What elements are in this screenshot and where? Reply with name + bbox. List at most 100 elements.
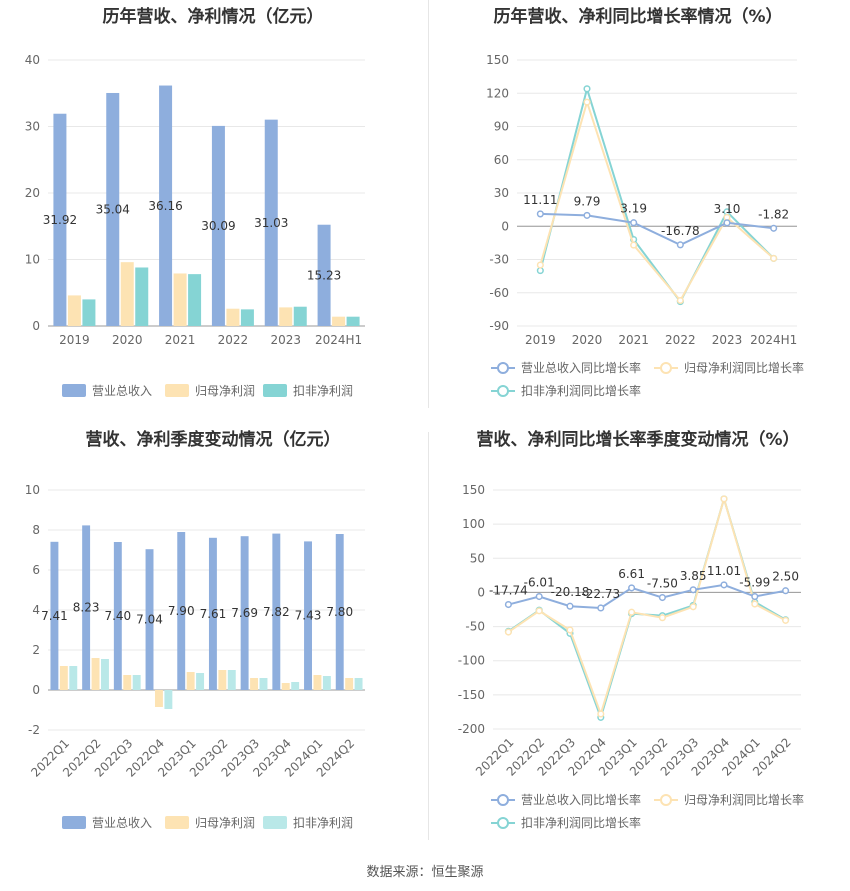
y-tick-label: 20 <box>25 186 40 200</box>
bar-归母净利润-2024Q1 <box>313 675 322 690</box>
bar-扣非净利润-2020 <box>135 267 149 326</box>
bar-营业总收入-2023Q3 <box>240 536 249 690</box>
bar-归母净利润-2022Q1 <box>59 666 68 690</box>
y-tick-label: -200 <box>458 722 485 736</box>
y-tick-label: 6 <box>32 563 40 577</box>
y-tick-label: -60 <box>489 286 509 300</box>
bar-扣非净利润-2023 <box>293 306 307 326</box>
data-label: 2.50 <box>772 570 799 584</box>
data-label: 35.04 <box>96 202 130 216</box>
point-营业总收入同比增长率-2024H1 <box>770 224 778 232</box>
data-source-note: 数据来源：恒生聚源 <box>366 865 484 880</box>
bar-营业总收入-2023Q2 <box>208 537 217 690</box>
x-tick-label: 2020 <box>572 333 603 347</box>
data-label: -6.01 <box>524 576 555 590</box>
chart-title: 历年营收、净利同比增长率情况（%） <box>493 6 782 27</box>
bar-归母净利润-2023Q2 <box>218 670 227 690</box>
bar-扣非净利润-2022 <box>240 309 254 326</box>
point-营业总收入同比增长率-2021 <box>630 219 638 227</box>
y-tick-label: 30 <box>25 120 40 134</box>
point-归母净利润同比增长率-2019 <box>536 261 544 269</box>
y-tick-label: -50 <box>465 620 485 634</box>
y-tick-label: 50 <box>470 551 485 565</box>
data-label: 15.23 <box>307 268 341 282</box>
bar-营业总收入-2024Q1 <box>304 541 312 690</box>
legend-label: 扣非净利润同比增长率 <box>521 383 641 398</box>
data-label: 7.82 <box>263 605 290 619</box>
chart-annual-revenue-profit: 历年营收、净利情况（亿元） 0 10 20 30 40 2019 2020 2021 2022 20… <box>0 0 425 410</box>
point-营业总收入同比增长率-2020 <box>583 211 591 219</box>
bar-扣非净利润-2022Q4 <box>164 690 173 709</box>
bar-营业总收入-2023Q4 <box>272 533 281 690</box>
chart-title: 营收、净利季度变动情况（亿元） <box>86 429 341 450</box>
point-归母净利润同比增长率-2022 <box>676 296 684 305</box>
y-tick-label: 30 <box>494 186 509 200</box>
y-tick-label: 10 <box>25 483 40 497</box>
point-营业总收入同比增长率-2023Q2 <box>658 594 666 602</box>
point-归母净利润同比增长率-2022Q1 <box>504 628 512 636</box>
data-label: 3.10 <box>714 202 741 216</box>
x-tick-label: 2024H1 <box>750 333 797 347</box>
data-label: -7.50 <box>647 577 678 591</box>
bar-归母净利润-2023Q1 <box>186 672 195 690</box>
point-归母净利润同比增长率-2023Q1 <box>628 608 636 616</box>
data-label: 11.01 <box>707 564 741 578</box>
bar-营业总收入-2021 <box>159 85 173 326</box>
bar-归母净利润-2024Q2 <box>345 678 354 690</box>
x-tick-label: 2022 <box>665 333 696 347</box>
point-营业总收入同比增长率-2022 <box>676 241 684 249</box>
y-tick-label: 0 <box>501 219 509 233</box>
point-营业总收入同比增长率-2019 <box>536 210 544 218</box>
bar-归母净利润-2022Q4 <box>154 690 163 707</box>
point-扣非净利润同比增长率-2020 <box>583 85 591 93</box>
point-归母净利润同比增长率-2022Q3 <box>566 626 574 634</box>
legend-marker <box>497 794 509 806</box>
data-label: -22.73 <box>581 587 620 601</box>
y-tick-label: 150 <box>462 483 485 497</box>
bar-扣非净利润-2019 <box>82 299 96 326</box>
y-tick-label: -90 <box>489 319 509 333</box>
point-营业总收入同比增长率-2023Q4 <box>720 581 728 589</box>
x-tick-label: 2023 <box>712 333 743 347</box>
legend-label: 扣非净利润同比增长率 <box>521 815 641 830</box>
bar-扣非净利润-2024Q1 <box>322 676 331 690</box>
data-label: -17.74 <box>489 584 528 598</box>
legend-label: 扣非净利润 <box>293 384 353 398</box>
legend-label: 营业总收入同比增长率 <box>521 360 641 375</box>
y-tick-label: 2 <box>32 643 40 657</box>
chart-annual-growth-rate-svg: 历年营收、净利同比增长率情况（%） -90 -60 -30 0 30 60 90 120 150 2… <box>486 6 804 398</box>
y-tick-label: 0 <box>32 683 40 697</box>
data-label: 7.69 <box>231 606 258 620</box>
x-tick-label: 2019 <box>525 333 556 347</box>
data-label: -20.18 <box>551 585 590 599</box>
point-营业总收入同比增长率-2022Q1 <box>504 600 512 609</box>
panel-divider-bottom <box>428 432 429 840</box>
line-归母净利润同比增长率 <box>507 495 787 718</box>
data-label: 36.16 <box>148 199 182 213</box>
data-label: 7.04 <box>136 613 163 627</box>
bar-归母净利润-2024H1 <box>332 316 346 326</box>
bar-归母净利润-2021 <box>173 273 187 326</box>
y-tick-label: 40 <box>25 53 40 67</box>
data-label: 7.80 <box>326 605 353 619</box>
y-tick-label: 60 <box>494 153 509 167</box>
chart-quarterly-growth-rate: 营收、净利同比增长率季度变动情况（%） -200 -150 -100 -50 0 50 100… <box>425 429 850 850</box>
bar-扣非净利润-2023Q2 <box>227 670 236 690</box>
data-label: -5.99 <box>739 576 770 590</box>
y-tick-label: 100 <box>462 517 485 531</box>
point-营业总收入同比增长率-2023Q3 <box>689 586 697 594</box>
bar-营业总收入-2022Q2 <box>82 525 91 690</box>
point-营业总收入同比增长率-2022Q2 <box>535 592 543 601</box>
point-归母净利润同比增长率-2022Q4 <box>597 710 605 718</box>
point-归母净利润同比增长率-2023Q3 <box>689 603 697 611</box>
point-营业总收入同比增长率-2022Q4 <box>597 604 605 612</box>
bar-扣非净利润-2022Q2 <box>101 659 109 690</box>
y-tick-label: 10 <box>25 253 40 267</box>
y-tick-label: 8 <box>32 523 40 537</box>
y-tick-label: -100 <box>458 654 485 668</box>
legend-label: 扣非净利润 <box>293 816 353 830</box>
bar-归母净利润-2020 <box>120 262 134 326</box>
bar-归母净利润-2019 <box>67 295 81 326</box>
point-营业总收入同比增长率-2024Q1 <box>751 592 759 601</box>
point-营业总收入同比增长率-2023Q1 <box>628 584 636 592</box>
